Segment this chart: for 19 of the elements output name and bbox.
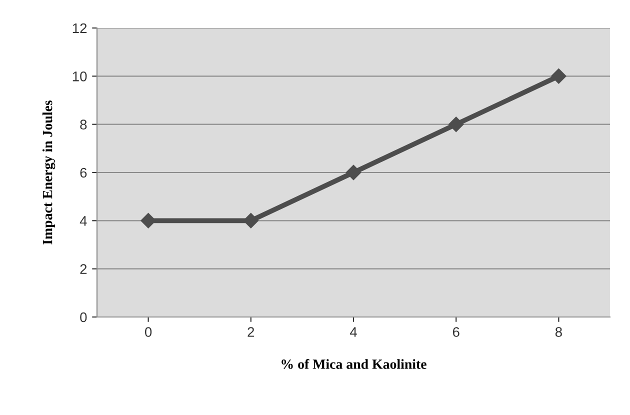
y-tick-label: 10 [72,72,87,82]
y-tick-label: 2 [80,264,87,274]
x-tick-label: 4 [350,327,357,337]
point [448,116,464,132]
y-tick-label: 8 [80,120,87,130]
y-tick-label: 4 [80,216,87,226]
y-tick-label: 6 [80,168,87,178]
point [346,164,362,180]
x-tick-label: 2 [248,327,254,337]
y-axis-title: Impact Energy in Joules [42,100,56,244]
x-axis-title: % of Mica and Kaolinite [282,358,426,369]
point [140,213,156,228]
point [551,68,566,84]
y-tick-label: 0 [80,312,87,322]
x-tick-label: 8 [555,327,562,337]
point [243,213,258,228]
x-tick-label: 0 [144,327,152,337]
y-tick-label: 12 [72,23,87,34]
x-tick-label: 6 [452,327,460,337]
